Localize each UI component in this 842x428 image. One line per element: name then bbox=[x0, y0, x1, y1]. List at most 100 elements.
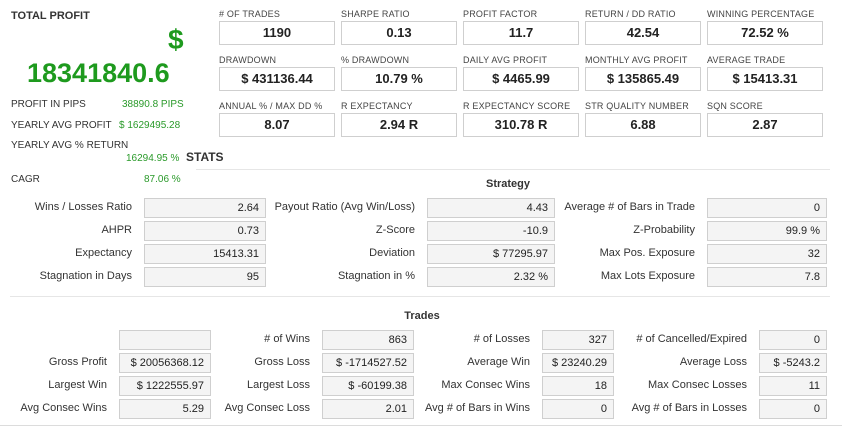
cagr-value: 87.06 % bbox=[144, 174, 181, 185]
trades-value-largest-loss: $ -60199.38 bbox=[322, 376, 414, 396]
trades-label-of-cancelled-expired: # of Cancelled/Expired bbox=[636, 333, 747, 345]
strategy-label-expectancy: Expectancy bbox=[75, 247, 132, 259]
metric-value-daily-avg-profit: $ 4465.99 bbox=[463, 67, 579, 91]
metric-value-str-quality-number: 6.88 bbox=[585, 113, 701, 137]
bottom-border bbox=[0, 425, 842, 426]
strategy-value-z-score: -10.9 bbox=[427, 221, 555, 241]
strategy-label-ahpr: AHPR bbox=[101, 224, 132, 236]
trades-label-max-consec-wins: Max Consec Wins bbox=[441, 379, 530, 391]
metric-label-of-trades: # OF TRADES bbox=[219, 9, 281, 19]
trades-value-avg-consec-loss: 2.01 bbox=[322, 399, 414, 419]
metric-value-sqn-score: 2.87 bbox=[707, 113, 823, 137]
strategy-label-z-score: Z-Score bbox=[375, 224, 415, 236]
metric-label-drawdown: DRAWDOWN bbox=[219, 55, 277, 65]
strategy-value-ahpr: 0.73 bbox=[144, 221, 266, 241]
trades-label-gross-loss: Gross Loss bbox=[254, 356, 310, 368]
trades-value-largest-win: $ 1222555.97 bbox=[119, 376, 211, 396]
metric-value-winning-percentage: 72.52 % bbox=[707, 21, 823, 45]
strategy-value-max-lots-exposure: 7.8 bbox=[707, 267, 827, 287]
trades-divider bbox=[10, 296, 830, 297]
trades-label-of-losses: # of Losses bbox=[473, 333, 530, 345]
trades-label-avg-consec-wins: Avg Consec Wins bbox=[20, 402, 107, 414]
trades-label-avg-consec-loss: Avg Consec Loss bbox=[224, 402, 310, 414]
strategy-value-deviation: $ 77295.97 bbox=[427, 244, 555, 264]
total-profit-label: TOTAL PROFIT bbox=[11, 10, 90, 22]
trades-label-avg-of-bars-in-wins: Avg # of Bars in Wins bbox=[425, 402, 530, 414]
metric-label-average-trade: AVERAGE TRADE bbox=[707, 55, 786, 65]
strategy-label-average-of-bars-in-trade: Average # of Bars in Trade bbox=[564, 201, 695, 213]
yearly-avg-return-value: 16294.95 % bbox=[126, 153, 180, 164]
metric-value-drawdown: 10.79 % bbox=[341, 67, 457, 91]
strategy-value-payout-ratio-avg-win-loss: 4.43 bbox=[427, 198, 555, 218]
metric-label-sqn-score: SQN SCORE bbox=[707, 101, 763, 111]
metric-label-profit-factor: PROFIT FACTOR bbox=[463, 9, 538, 19]
strategy-label-z-probability: Z-Probability bbox=[633, 224, 695, 236]
strategy-label-payout-ratio-avg-win-loss: Payout Ratio (Avg Win/Loss) bbox=[274, 201, 415, 213]
trades-value-of-cancelled-expired: 0 bbox=[759, 330, 827, 350]
metric-label-sharpe-ratio: SHARPE RATIO bbox=[341, 9, 410, 19]
trades-value-average-win: $ 23240.29 bbox=[542, 353, 614, 373]
trades-value-average-loss: $ -5243.2 bbox=[759, 353, 827, 373]
metric-value-drawdown: $ 431136.44 bbox=[219, 67, 335, 91]
strategy-divider bbox=[196, 169, 830, 170]
trades-label-largest-win: Largest Win bbox=[48, 379, 107, 391]
trades-value-avg-of-bars-in-losses: 0 bbox=[759, 399, 827, 419]
strategy-label-stagnation-in: Stagnation in % bbox=[337, 270, 415, 282]
trades-value-avg-consec-wins: 5.29 bbox=[119, 399, 211, 419]
strategy-label-deviation: Deviation bbox=[369, 247, 415, 259]
trades-value-avg-of-bars-in-wins: 0 bbox=[542, 399, 614, 419]
strategy-label-wins-losses-ratio: Wins / Losses Ratio bbox=[34, 201, 132, 213]
strategy-value-stagnation-in: 2.32 % bbox=[427, 267, 555, 287]
trades-value-gross-profit: $ 20056368.12 bbox=[119, 353, 211, 373]
metric-value-annual-max-dd: 8.07 bbox=[219, 113, 335, 137]
metric-value-sharpe-ratio: 0.13 bbox=[341, 21, 457, 45]
trades-label-avg-of-bars-in-losses: Avg # of Bars in Losses bbox=[631, 402, 747, 414]
metric-label-r-expectancy-score: R EXPECTANCY SCORE bbox=[463, 101, 571, 111]
strategy-value-wins-losses-ratio: 2.64 bbox=[144, 198, 266, 218]
strategy-label-stagnation-in-days: Stagnation in Days bbox=[39, 270, 132, 282]
strategy-value-z-probability: 99.9 % bbox=[707, 221, 827, 241]
yearly-avg-return-label: YEARLY AVG % RETURN bbox=[11, 140, 129, 151]
yearly-avg-profit-label: YEARLY AVG PROFIT bbox=[11, 120, 112, 131]
strategy-value-max-pos-exposure: 32 bbox=[707, 244, 827, 264]
trades-label-of-wins: # of Wins bbox=[264, 333, 310, 345]
metric-label-annual-max-dd: ANNUAL % / MAX DD % bbox=[219, 101, 323, 111]
metric-label-return-dd-ratio: RETURN / DD RATIO bbox=[585, 9, 676, 19]
metric-label-monthly-avg-profit: MONTHLY AVG PROFIT bbox=[585, 55, 688, 65]
trades-value-of-losses: 327 bbox=[542, 330, 614, 350]
metric-value-r-expectancy: 2.94 R bbox=[341, 113, 457, 137]
strategy-label-max-pos-exposure: Max Pos. Exposure bbox=[599, 247, 695, 259]
metric-value-of-trades: 1190 bbox=[219, 21, 335, 45]
metric-label-winning-percentage: WINNING PERCENTAGE bbox=[707, 9, 815, 19]
metric-label-drawdown: % DRAWDOWN bbox=[341, 55, 410, 65]
trades-label-average-loss: Average Loss bbox=[679, 356, 747, 368]
metric-label-r-expectancy: R EXPECTANCY bbox=[341, 101, 413, 111]
metric-value-r-expectancy-score: 310.78 R bbox=[463, 113, 579, 137]
metric-value-profit-factor: 11.7 bbox=[463, 21, 579, 45]
yearly-avg-profit-value: $ 1629495.28 bbox=[119, 120, 181, 131]
trades-value-blank bbox=[119, 330, 211, 350]
profit-in-pips-label: PROFIT IN PIPS bbox=[11, 99, 86, 110]
trades-label-max-consec-losses: Max Consec Losses bbox=[647, 379, 747, 391]
strategy-value-stagnation-in-days: 95 bbox=[144, 267, 266, 287]
trades-value-max-consec-losses: 11 bbox=[759, 376, 827, 396]
trades-label-largest-loss: Largest Loss bbox=[247, 379, 310, 391]
strategy-value-average-of-bars-in-trade: 0 bbox=[707, 198, 827, 218]
strategy-label-max-lots-exposure: Max Lots Exposure bbox=[600, 270, 695, 282]
trades-value-of-wins: 863 bbox=[322, 330, 414, 350]
total-profit-value: 18341840.6 bbox=[27, 58, 170, 88]
trades-value-gross-loss: $ -1714527.52 bbox=[322, 353, 414, 373]
metric-value-monthly-avg-profit: $ 135865.49 bbox=[585, 67, 701, 91]
metric-value-average-trade: $ 15413.31 bbox=[707, 67, 823, 91]
strategy-title: Strategy bbox=[485, 178, 531, 190]
strategy-value-expectancy: 15413.31 bbox=[144, 244, 266, 264]
metric-value-return-dd-ratio: 42.54 bbox=[585, 21, 701, 45]
trades-label-gross-profit: Gross Profit bbox=[48, 356, 107, 368]
trades-label-average-win: Average Win bbox=[467, 356, 530, 368]
trades-value-max-consec-wins: 18 bbox=[542, 376, 614, 396]
dollar-icon: $ bbox=[168, 24, 184, 55]
metric-label-daily-avg-profit: DAILY AVG PROFIT bbox=[463, 55, 548, 65]
metric-label-str-quality-number: STR QUALITY NUMBER bbox=[585, 101, 689, 111]
profit-in-pips-value: 38890.8 PIPS bbox=[122, 99, 184, 110]
stats-heading: STATS bbox=[186, 150, 224, 164]
